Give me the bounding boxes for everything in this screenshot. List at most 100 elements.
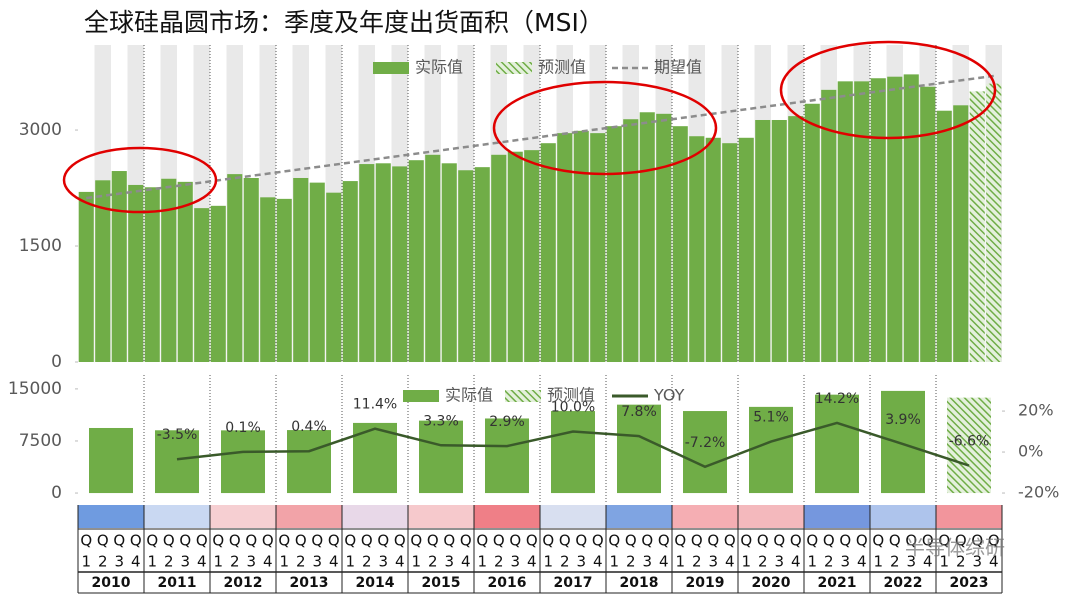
legend-label: 预测值 bbox=[538, 58, 586, 77]
bar bbox=[683, 411, 727, 494]
quarter-letter: Q bbox=[113, 532, 125, 550]
quarter-number: 4 bbox=[659, 553, 669, 571]
year-label: 2016 bbox=[488, 575, 527, 591]
bar bbox=[722, 143, 738, 362]
bar bbox=[441, 163, 457, 362]
quarter-letter: Q bbox=[872, 532, 884, 550]
quarter-number: 1 bbox=[543, 553, 553, 571]
quarter-letter: Q bbox=[724, 532, 736, 550]
quarter-letter: Q bbox=[493, 532, 505, 550]
quarter-letter: Q bbox=[773, 532, 785, 550]
quarter-number: 1 bbox=[213, 553, 223, 571]
quarter-number: 2 bbox=[164, 553, 174, 571]
quarter-letter: Q bbox=[905, 532, 917, 550]
bar bbox=[210, 205, 226, 362]
quarter-number: 3 bbox=[906, 553, 916, 571]
quarter-number: 3 bbox=[840, 553, 850, 571]
bar bbox=[606, 126, 622, 363]
quarter-number: 4 bbox=[923, 553, 933, 571]
bar bbox=[903, 74, 919, 362]
bar bbox=[221, 430, 265, 494]
quarter-letter: Q bbox=[691, 532, 703, 550]
quarter-letter: Q bbox=[427, 532, 439, 550]
quarter-letter: Q bbox=[509, 532, 521, 550]
quarter-number: 3 bbox=[510, 553, 520, 571]
quarter-letter: Q bbox=[377, 532, 389, 550]
bar bbox=[854, 81, 870, 363]
heat-strip bbox=[276, 505, 342, 528]
bar bbox=[507, 151, 523, 362]
bar bbox=[821, 89, 837, 362]
quarter-letter: Q bbox=[526, 532, 538, 550]
y-tick-label: 1500 bbox=[19, 236, 62, 256]
quarter-letter: Q bbox=[262, 532, 274, 550]
data-label: -3.5% bbox=[157, 427, 198, 443]
quarter-number: 4 bbox=[527, 553, 537, 571]
quarter-number: 2 bbox=[98, 553, 108, 571]
heat-strip bbox=[408, 505, 474, 528]
quarter-letter: Q bbox=[790, 532, 802, 550]
highlight-ellipse bbox=[62, 146, 218, 214]
data-label: 3.9% bbox=[885, 412, 921, 428]
y-tick-label: 3000 bbox=[19, 120, 62, 140]
y-tick-label: 15000 bbox=[8, 379, 62, 399]
quarter-letter: Q bbox=[196, 532, 208, 550]
data-label: 2.9% bbox=[489, 414, 525, 430]
quarter-number: 1 bbox=[807, 553, 817, 571]
bar bbox=[656, 113, 672, 362]
data-label: 14.2% bbox=[815, 391, 859, 407]
heat-strip bbox=[342, 505, 408, 528]
quarter-number: 1 bbox=[873, 553, 883, 571]
bar bbox=[419, 420, 463, 494]
legend-swatch bbox=[403, 390, 439, 402]
quarter-number: 2 bbox=[560, 553, 570, 571]
bar bbox=[986, 83, 1002, 362]
quarter-letter: Q bbox=[608, 532, 620, 550]
quarter-letter: Q bbox=[625, 532, 637, 550]
bar bbox=[881, 390, 925, 494]
data-label: 7.8% bbox=[621, 404, 657, 420]
quarter-number: 1 bbox=[279, 553, 289, 571]
quarter-letter: Q bbox=[707, 532, 719, 550]
year-label: 2020 bbox=[752, 575, 791, 591]
bar bbox=[540, 143, 556, 362]
bar bbox=[953, 105, 969, 363]
quarter-letter: Q bbox=[97, 532, 109, 550]
year-label: 2012 bbox=[224, 575, 263, 591]
quarter-number: 4 bbox=[725, 553, 735, 571]
bar bbox=[276, 198, 292, 362]
bar bbox=[243, 177, 259, 362]
heat-strip bbox=[210, 505, 276, 528]
quarter-number: 2 bbox=[758, 553, 768, 571]
data-label: 5.1% bbox=[753, 410, 789, 426]
bar bbox=[788, 116, 804, 362]
bar bbox=[551, 411, 595, 494]
quarter-letter: Q bbox=[460, 532, 472, 550]
quarter-letter: Q bbox=[889, 532, 901, 550]
y-tick-label: 0 bbox=[51, 483, 62, 503]
bar bbox=[887, 76, 903, 362]
year-label: 2022 bbox=[884, 575, 923, 591]
quarter-number: 1 bbox=[81, 553, 91, 571]
bar bbox=[177, 181, 193, 362]
heat-strip bbox=[936, 505, 1002, 528]
bar bbox=[485, 418, 529, 494]
quarter-number: 3 bbox=[972, 553, 982, 571]
chart-title: 全球硅晶圆市场：季度及年度出货面积（MSI） bbox=[84, 8, 604, 37]
quarter-letter: Q bbox=[658, 532, 670, 550]
bar bbox=[111, 171, 127, 362]
quarter-letter: Q bbox=[179, 532, 191, 550]
legend-swatch bbox=[505, 390, 541, 402]
quarter-letter: Q bbox=[295, 532, 307, 550]
quarter-number: 2 bbox=[362, 553, 372, 571]
y-tick-label: 0 bbox=[51, 352, 62, 372]
quarter-letter: Q bbox=[229, 532, 241, 550]
quarter-number: 3 bbox=[378, 553, 388, 571]
bar bbox=[392, 166, 408, 362]
quarter-number: 3 bbox=[774, 553, 784, 571]
quarter-number: 2 bbox=[494, 553, 504, 571]
year-label: 2010 bbox=[92, 575, 131, 591]
year-label: 2023 bbox=[950, 575, 989, 591]
highlight-ellipse bbox=[779, 40, 997, 140]
quarter-letter: Q bbox=[410, 532, 422, 550]
